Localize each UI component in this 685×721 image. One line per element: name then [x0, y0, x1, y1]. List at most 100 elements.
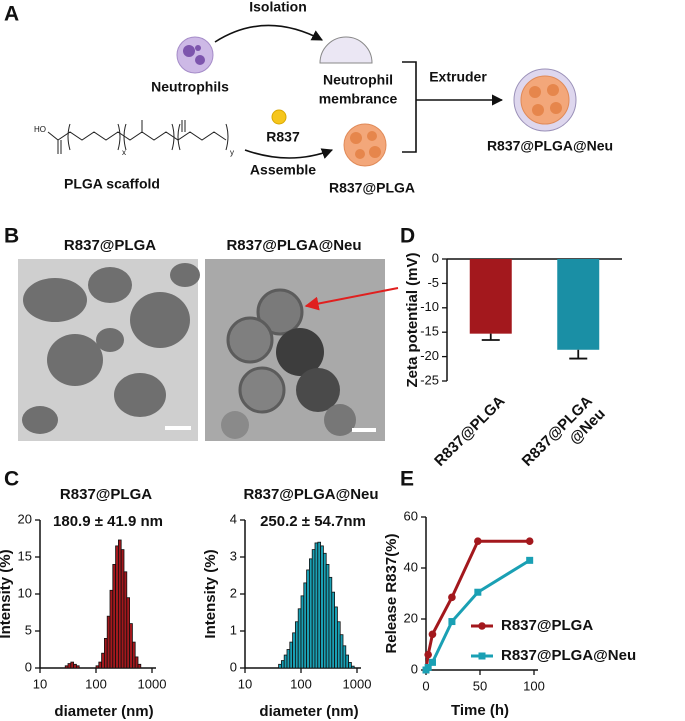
legend-label: R837@PLGA@Neu: [501, 647, 636, 664]
image-detail: [221, 288, 356, 439]
y-tick-label: 60: [404, 508, 418, 523]
panel-label: D: [400, 225, 415, 248]
histogram-bar: [300, 595, 305, 669]
icon-detail: [550, 102, 562, 114]
histogram-bar: [294, 621, 299, 669]
node-label: Neutrophils: [151, 79, 229, 95]
icon-detail: [520, 75, 570, 125]
y-tick-label: 20: [18, 511, 32, 526]
histogram-bar: [311, 549, 316, 669]
histogram-bar: [309, 558, 313, 669]
y-tick-label: 4: [230, 511, 237, 526]
x-tick-label: 100: [290, 676, 312, 691]
y-tick-label: 15: [18, 548, 32, 563]
histogram-bar: [120, 549, 125, 669]
step-label: Isolation: [249, 0, 307, 15]
histogram-bar: [73, 663, 77, 669]
y-tick-label: 5: [25, 622, 32, 637]
node-label: membrance: [319, 91, 398, 107]
histogram-bar: [106, 615, 111, 669]
chemical-structure: [47, 120, 229, 154]
node-label: R837: [266, 129, 300, 145]
icon-detail: [183, 45, 195, 57]
histogram-bar: [286, 649, 291, 669]
x-tick-label: 50: [473, 678, 487, 693]
marker: [424, 650, 432, 659]
image-title: R837@PLGA@Neu: [226, 237, 361, 254]
histogram-bar: [137, 663, 142, 669]
histogram-bar: [95, 665, 100, 669]
marker: [474, 588, 482, 596]
chart-subtitle: 250.2 ± 54.7nm: [260, 513, 366, 530]
x-tick-label: 10: [33, 676, 47, 691]
y-tick-label: -15: [420, 324, 439, 339]
icon-detail: [529, 86, 541, 98]
marker: [448, 593, 456, 602]
histogram-bar: [292, 632, 296, 669]
image-title: R837@PLGA: [64, 237, 156, 254]
chem-label: y: [230, 148, 234, 157]
histogram-bar: [76, 665, 80, 669]
chem-label: x: [122, 148, 126, 157]
y-tick-label: 20: [404, 610, 418, 625]
x-tick-label: 100: [85, 676, 107, 691]
scale-bar: [165, 426, 191, 430]
histogram-bar: [348, 662, 352, 669]
histogram-bar: [98, 661, 103, 669]
bar: [557, 259, 600, 350]
histogram-bar: [129, 623, 133, 669]
histogram-bar: [314, 542, 319, 669]
histogram-bar: [339, 634, 344, 669]
histogram-bar: [281, 660, 285, 669]
y-tick-label: -10: [420, 299, 439, 314]
legend-label: R837@PLGA: [501, 617, 593, 634]
x-tick-label: 1000: [343, 676, 372, 691]
node-label: R837@PLGA@Neu: [487, 138, 613, 154]
y-tick-label: 0: [432, 250, 439, 265]
y-tick-label: 40: [404, 559, 418, 574]
chart-title: R837@PLGA: [60, 486, 152, 503]
membrane-icon: [319, 36, 373, 64]
histogram-bar: [303, 582, 308, 669]
neutrophil-icon: [176, 36, 214, 74]
histogram-bar: [297, 608, 302, 669]
y-tick-label: 0: [230, 659, 237, 674]
y-tick-label: -5: [427, 275, 439, 290]
marker: [478, 622, 486, 630]
histogram-bar: [118, 539, 122, 669]
y-tick-label: 1: [230, 622, 237, 637]
node-label: PLGA scaffold: [64, 176, 160, 192]
icon-detail: [195, 55, 205, 65]
marker: [424, 663, 432, 671]
histogram-bar: [320, 545, 324, 669]
chem-label: HO: [34, 125, 46, 134]
x-axis-label: diameter (nm): [54, 703, 153, 720]
histogram-bar: [331, 591, 335, 669]
histogram-bar: [112, 564, 117, 669]
x-tick-label: 10: [238, 676, 252, 691]
y-tick-label: 10: [18, 585, 32, 600]
marker: [474, 537, 482, 546]
x-tick-label: R837@PLGA@Neu: [519, 392, 609, 482]
y-axis-label: Zeta potential (mV): [404, 252, 421, 387]
arrow: [214, 24, 323, 43]
bracket: [402, 61, 417, 153]
marker: [428, 630, 437, 639]
schematic: Isolation Neutrophils Neutrophil membran…: [34, 0, 613, 196]
histogram-bar: [104, 638, 108, 669]
chart-subtitle: 180.9 ± 41.9 nm: [53, 513, 163, 530]
icon-detail: [547, 84, 559, 96]
x-axis-label: Time (h): [451, 702, 509, 719]
step-label: Assemble: [250, 162, 316, 178]
image-detail: [22, 263, 200, 434]
histogram-bar: [334, 606, 338, 669]
scale-bar: [352, 428, 376, 432]
histogram-bar: [345, 654, 349, 669]
panel-label: C: [4, 468, 19, 491]
x-tick-label: 1000: [138, 676, 167, 691]
icon-detail: [532, 104, 544, 116]
histogram-bar: [123, 571, 128, 669]
histogram-bar: [134, 656, 139, 669]
histogram-bar: [70, 661, 74, 669]
error-bar: [569, 349, 588, 360]
